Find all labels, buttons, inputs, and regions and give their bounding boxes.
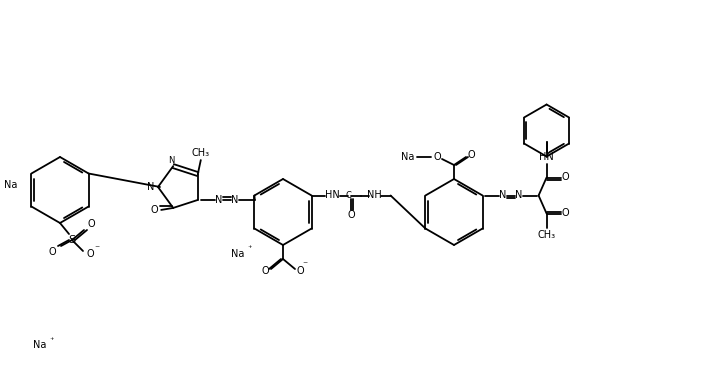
- Text: O: O: [48, 247, 56, 257]
- Text: O: O: [150, 205, 158, 215]
- Text: HN: HN: [539, 152, 554, 162]
- Text: N: N: [168, 155, 175, 165]
- Text: O: O: [562, 209, 570, 218]
- Text: S: S: [68, 235, 76, 245]
- Text: O: O: [434, 152, 441, 162]
- Text: ⁺: ⁺: [247, 244, 252, 253]
- Text: O: O: [348, 209, 355, 220]
- Text: Na: Na: [231, 249, 245, 259]
- Text: ⁺: ⁺: [50, 336, 54, 345]
- Text: O: O: [467, 150, 475, 160]
- Text: HN: HN: [325, 190, 340, 201]
- Text: N: N: [215, 195, 222, 205]
- Text: Na: Na: [34, 340, 46, 350]
- Text: O: O: [562, 173, 570, 182]
- Text: O: O: [296, 266, 304, 276]
- Text: CH₃: CH₃: [192, 148, 210, 158]
- Text: O: O: [86, 249, 94, 259]
- Text: Na: Na: [4, 180, 18, 190]
- Text: Na: Na: [401, 152, 415, 162]
- Text: NH: NH: [367, 190, 382, 201]
- Text: N: N: [231, 195, 238, 205]
- Text: ⁻: ⁻: [302, 260, 307, 270]
- Text: N: N: [515, 190, 522, 201]
- Text: O: O: [87, 219, 95, 229]
- Text: C: C: [346, 191, 352, 200]
- Text: N: N: [499, 190, 506, 201]
- Text: O: O: [261, 266, 269, 276]
- Text: N: N: [147, 182, 154, 192]
- Text: CH₃: CH₃: [538, 230, 555, 239]
- Text: ⁻: ⁻: [94, 244, 100, 254]
